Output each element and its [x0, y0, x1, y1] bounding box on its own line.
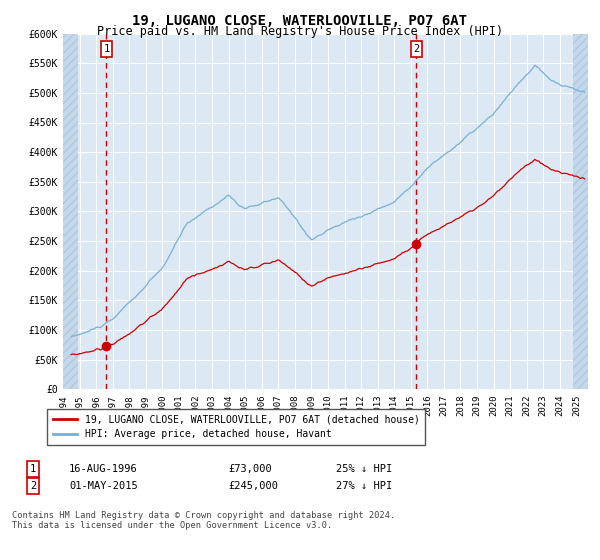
Text: 27% ↓ HPI: 27% ↓ HPI	[336, 481, 392, 491]
Text: 2: 2	[30, 481, 36, 491]
Text: 01-MAY-2015: 01-MAY-2015	[69, 481, 138, 491]
Polygon shape	[573, 34, 588, 389]
Text: 1: 1	[30, 464, 36, 474]
Text: Contains HM Land Registry data © Crown copyright and database right 2024.
This d: Contains HM Land Registry data © Crown c…	[12, 511, 395, 530]
Text: £73,000: £73,000	[228, 464, 272, 474]
Text: 16-AUG-1996: 16-AUG-1996	[69, 464, 138, 474]
Legend: 19, LUGANO CLOSE, WATERLOOVILLE, PO7 6AT (detached house), HPI: Average price, d: 19, LUGANO CLOSE, WATERLOOVILLE, PO7 6AT…	[47, 409, 425, 445]
Text: 25% ↓ HPI: 25% ↓ HPI	[336, 464, 392, 474]
Text: 19, LUGANO CLOSE, WATERLOOVILLE, PO7 6AT: 19, LUGANO CLOSE, WATERLOOVILLE, PO7 6AT	[133, 14, 467, 28]
Text: £245,000: £245,000	[228, 481, 278, 491]
Text: 2: 2	[413, 44, 419, 54]
Text: Price paid vs. HM Land Registry's House Price Index (HPI): Price paid vs. HM Land Registry's House …	[97, 25, 503, 38]
Polygon shape	[63, 34, 78, 389]
Text: 1: 1	[103, 44, 110, 54]
